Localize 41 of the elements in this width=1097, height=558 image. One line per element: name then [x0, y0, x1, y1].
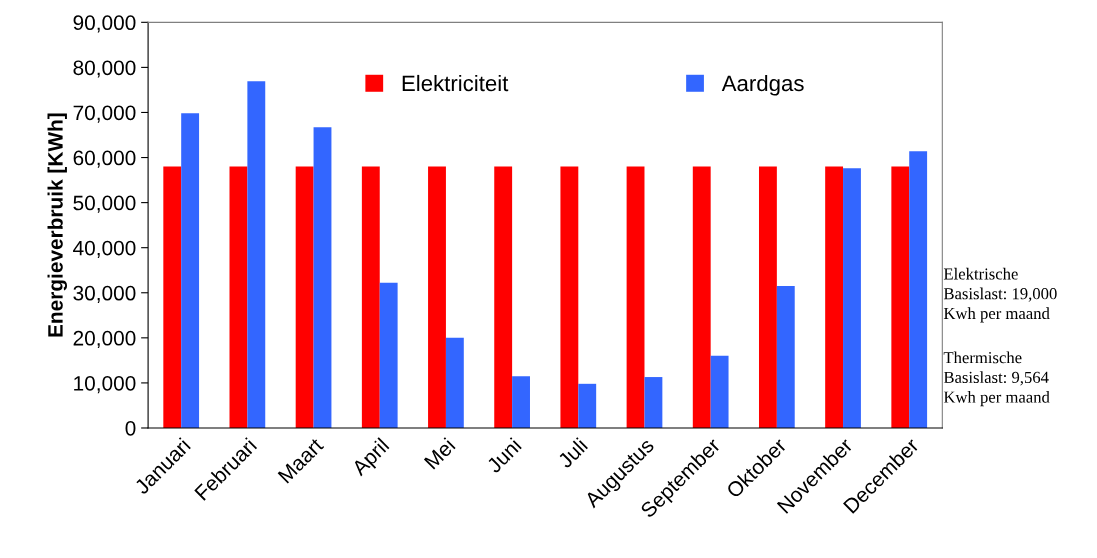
bar	[512, 376, 530, 428]
y-tick-label: 30,000	[73, 285, 136, 303]
text: Thermische Basislast: 9,564 Kwh per maand	[943, 351, 1050, 407]
text: Elektrische Basislast: 19,000 Kwh per maand	[943, 267, 1057, 323]
bar	[247, 81, 266, 428]
bar	[229, 166, 248, 428]
y-axis-title: Energieverbruik [KWh]	[47, 113, 68, 337]
y-tick-label: 90,000	[73, 15, 136, 33]
y-tick-label: 20,000	[73, 330, 136, 349]
y-tick-label: 50,000	[73, 195, 136, 213]
y-tick-label: 0	[125, 420, 136, 436]
bar	[758, 166, 777, 428]
bar	[313, 127, 332, 428]
bar	[626, 166, 645, 428]
x-tick-label: Juli	[556, 437, 589, 470]
bar	[379, 282, 398, 428]
y-tick-label: 70,000	[73, 105, 136, 123]
y-tick-label: 10,000	[74, 375, 136, 394]
bar	[560, 166, 579, 428]
bar	[361, 166, 380, 428]
y-tick-label: 60,000	[73, 150, 136, 168]
bar	[163, 166, 182, 428]
legend-label: Elektriciteit	[402, 74, 509, 92]
bar	[909, 151, 928, 428]
bar	[494, 166, 513, 428]
y-tick-label: 80,000	[73, 60, 136, 78]
bar	[825, 166, 844, 428]
bar	[692, 166, 711, 428]
bar	[445, 337, 464, 428]
bar	[428, 166, 446, 428]
legend-label: Aardgas	[721, 74, 804, 96]
bar	[843, 168, 861, 428]
y-tick-label: 40,000	[73, 240, 136, 258]
bar	[295, 166, 314, 428]
x-tick-label: Mei	[423, 437, 456, 470]
bar	[891, 166, 910, 428]
bar	[578, 383, 597, 428]
bar	[710, 355, 729, 428]
bar	[644, 377, 663, 428]
bar	[776, 286, 795, 428]
bar	[181, 113, 200, 428]
